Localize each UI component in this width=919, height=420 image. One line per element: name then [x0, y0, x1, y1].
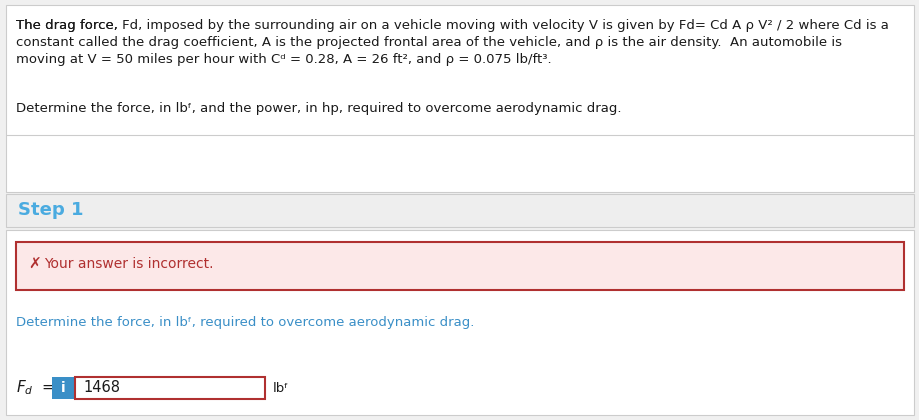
Text: constant called the drag coefficient, A is the projected frontal area of the veh: constant called the drag coefficient, A … — [16, 36, 841, 49]
Text: ✗: ✗ — [28, 257, 40, 271]
Text: The drag force,: The drag force, — [16, 19, 122, 32]
Text: i: i — [61, 381, 65, 395]
FancyBboxPatch shape — [6, 230, 913, 415]
FancyBboxPatch shape — [6, 5, 913, 192]
FancyBboxPatch shape — [52, 377, 74, 399]
Text: $F_d$  =: $F_d$ = — [16, 379, 55, 397]
Text: Step 1: Step 1 — [18, 201, 84, 219]
Text: The drag force, Fd, imposed by the surrounding air on a vehicle moving with velo: The drag force, Fd, imposed by the surro… — [16, 19, 888, 32]
FancyBboxPatch shape — [75, 377, 265, 399]
Text: lbᶠ: lbᶠ — [273, 381, 289, 394]
FancyBboxPatch shape — [6, 194, 913, 227]
Text: moving at V = 50 miles per hour with Cᵈ = 0.28, A = 26 ft², and ρ = 0.075 lb/ft³: moving at V = 50 miles per hour with Cᵈ … — [16, 53, 551, 66]
FancyBboxPatch shape — [16, 242, 903, 290]
Text: Determine the force, in lbᶠ, and the power, in hp, required to overcome aerodyna: Determine the force, in lbᶠ, and the pow… — [16, 102, 621, 115]
Text: Determine the force, in lbᶠ, required to overcome aerodynamic drag.: Determine the force, in lbᶠ, required to… — [16, 316, 474, 329]
Text: Your answer is incorrect.: Your answer is incorrect. — [44, 257, 213, 271]
Text: 1468: 1468 — [83, 381, 119, 396]
